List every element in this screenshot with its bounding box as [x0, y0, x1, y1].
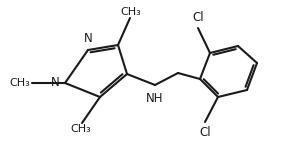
Text: NH: NH: [146, 92, 164, 105]
Text: N: N: [84, 31, 92, 45]
Text: Cl: Cl: [199, 126, 211, 139]
Text: CH₃: CH₃: [70, 124, 91, 134]
Text: Cl: Cl: [192, 11, 204, 24]
Text: CH₃: CH₃: [9, 78, 30, 88]
Text: CH₃: CH₃: [121, 7, 141, 17]
Text: N: N: [51, 76, 60, 89]
